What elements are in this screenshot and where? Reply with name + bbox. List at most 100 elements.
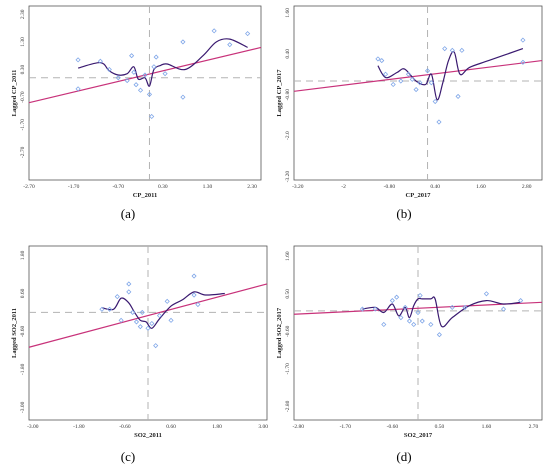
x-tick-label: -0.60 [387, 424, 399, 430]
scatter-point [415, 309, 421, 316]
scatter-point [459, 47, 465, 53]
scatter-point [520, 37, 526, 43]
panel-3: -3.00 -1.80 -0.60 0.60 1.80 3.00 1.80 0.60 -0.60… [11, 245, 268, 464]
y-tick-label: 1.60 [285, 251, 291, 261]
smoothed-curve [101, 291, 225, 329]
x-tick-label: 0.30 [158, 184, 168, 190]
y-tick-label: -0.60 [20, 325, 26, 337]
scatter-point [75, 86, 81, 92]
y-axis-label: Lagged CP_2017 [276, 69, 283, 117]
scatter-point [137, 87, 144, 93]
panel-caption: (c) [121, 449, 135, 464]
scatter-point [107, 306, 113, 312]
y-tick-label: 2.30 [20, 9, 26, 19]
y-tick-label: 0.30 [20, 64, 26, 74]
x-tick-label: -0.60 [119, 424, 131, 430]
scatter-point [394, 294, 400, 300]
y-axis-label: Lagged SO2_2011 [11, 308, 18, 358]
panel-caption: (d) [396, 449, 411, 464]
scatter-point [126, 289, 132, 295]
scatter-point [372, 306, 378, 312]
x-tick-label: -0.80 [384, 184, 396, 190]
scatter-point [379, 58, 385, 64]
x-tick-label: -2.70 [23, 184, 35, 190]
scatter-point [462, 304, 468, 310]
scatter-point [500, 306, 507, 312]
x-tick-label: 1.60 [476, 184, 486, 190]
y-tick-label: -2.80 [285, 400, 291, 412]
scatter-point [406, 318, 413, 324]
scatter-point [428, 321, 434, 328]
plot-frame [28, 5, 262, 181]
y-tick-label: 1.30 [20, 37, 26, 47]
y-tick-label: -1.70 [285, 363, 291, 375]
scatter-point [409, 76, 415, 82]
scatter-point [115, 75, 121, 81]
x-tick-label: -1.70 [68, 184, 80, 190]
y-tick-label: 0.60 [20, 288, 26, 298]
x-tick-label: -1.70 [340, 424, 352, 430]
scatter-point [428, 80, 434, 86]
x-tick-label: -3.00 [27, 424, 39, 430]
scatter-point [398, 315, 404, 321]
scatter-point [106, 66, 112, 73]
x-tick-label: -1.80 [73, 424, 85, 430]
scatter-point [483, 291, 489, 297]
scatter-point [449, 304, 455, 310]
x-tick-label: -0.70 [112, 184, 124, 190]
scatter-point [164, 298, 170, 304]
scatter-point [383, 71, 389, 77]
scatter-point [97, 58, 103, 64]
x-axis-label: SO2_2011 [134, 432, 162, 439]
scatter-point [417, 292, 423, 299]
scatter-point [417, 80, 423, 86]
x-tick-label: -2 [341, 184, 346, 190]
x-tick-label: -3.20 [292, 184, 304, 190]
y-tick-label: -0.60 [285, 325, 291, 337]
scatter-point [146, 91, 153, 97]
scatter-point [153, 54, 159, 60]
scatter-point [162, 71, 168, 77]
scatter-point [419, 318, 425, 324]
y-axis-label: Lagged SO2_2017 [276, 307, 283, 358]
x-axis-label: CP_2011 [133, 192, 158, 199]
x-tick-label: 1.80 [212, 424, 222, 430]
y-tick-label: -3.00 [20, 401, 26, 413]
scatter-point [191, 292, 197, 298]
scatter-point [126, 281, 132, 287]
scatter-point [142, 72, 148, 78]
panel-caption: (b) [396, 206, 411, 221]
scatter-point [118, 317, 124, 323]
y-tick-label: -3.20 [285, 171, 291, 183]
panel-2: -3.20 -2 -0.80 0.40 1.60 2.80 1.60 0.40 -0.80 -2.… [276, 5, 543, 221]
scatter-point [411, 321, 417, 328]
scatter-point [402, 304, 408, 310]
scatter-point [195, 301, 201, 308]
scatter-point [99, 306, 105, 312]
smoothed-curve [377, 48, 524, 101]
scatter-point [455, 93, 461, 99]
scatter-point [145, 325, 151, 331]
y-tick-label: 0.40 [285, 49, 291, 59]
scatter-point [442, 46, 448, 52]
scatter-point [191, 273, 197, 279]
regression-line [293, 301, 543, 315]
y-tick-label: -1.80 [20, 363, 26, 375]
x-tick-label: 2.30 [247, 184, 257, 190]
x-tick-label: 2.70 [529, 424, 539, 430]
regression-line [28, 46, 262, 104]
x-tick-label: 0.50 [435, 424, 445, 430]
scatter-point [227, 42, 233, 48]
scatter-point [424, 68, 431, 74]
scatter-point [389, 298, 395, 304]
y-tick-label: 1.60 [285, 8, 291, 18]
scatter-point [381, 321, 387, 328]
panel-caption: (a) [121, 206, 135, 221]
x-tick-label: 0.40 [430, 184, 440, 190]
scatter-point [129, 53, 135, 59]
panel-4: -2.80 -1.70 -0.60 0.50 1.60 2.70 1.60 0.50 -0.60… [276, 245, 543, 464]
regression-line [28, 283, 268, 348]
y-tick-label: -2.0 [285, 131, 291, 140]
scatter-point [124, 78, 130, 84]
x-axis-label: CP_2017 [406, 192, 432, 199]
